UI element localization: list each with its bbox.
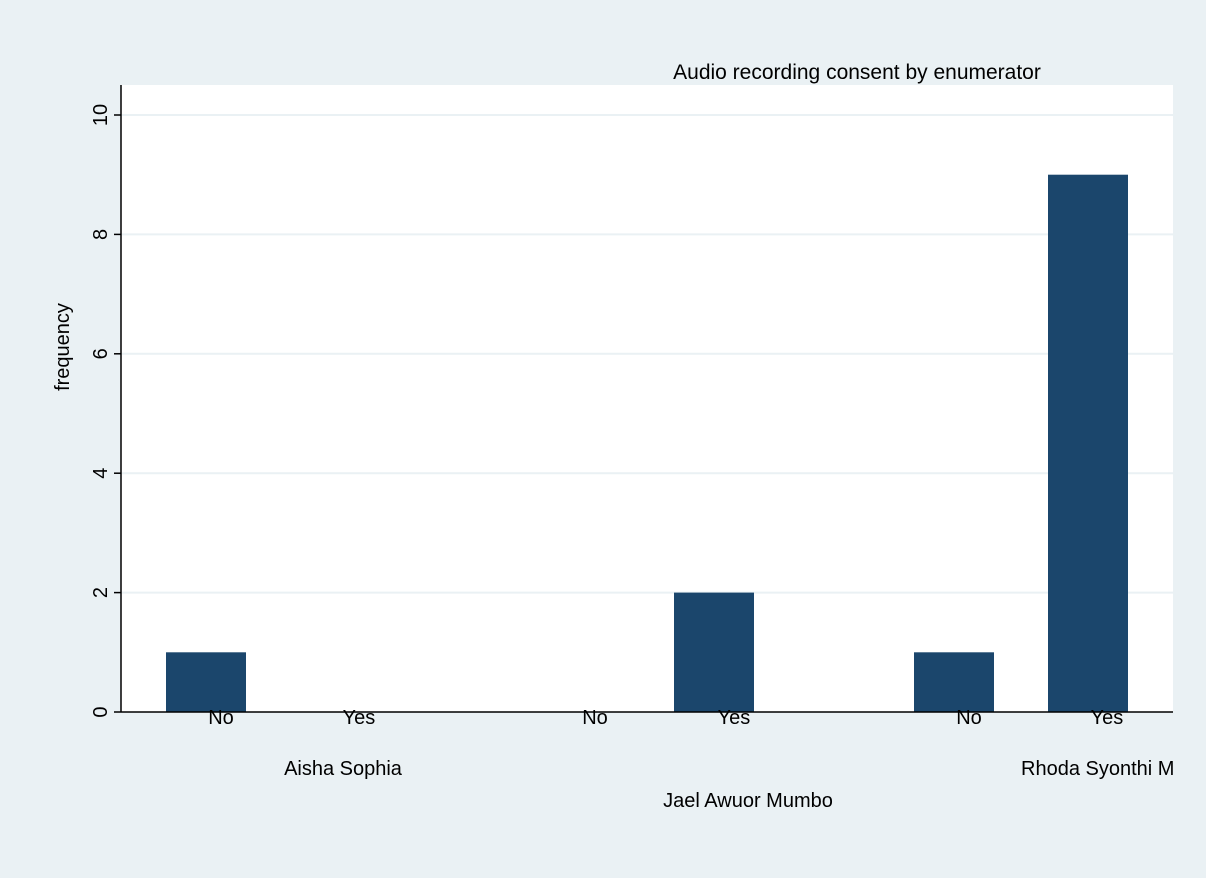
bar: [674, 592, 754, 712]
category-label: Yes: [718, 707, 751, 729]
category-label: No: [208, 707, 234, 729]
group-label: Rhoda Syonthi M: [1021, 758, 1174, 780]
y-axis-label: frequency: [52, 303, 74, 391]
group-label: Aisha Sophia: [284, 758, 403, 780]
y-tick-label: 10: [90, 104, 112, 126]
category-label: No: [956, 707, 982, 729]
bars: [166, 174, 1128, 712]
plot-area: [121, 85, 1173, 712]
y-tick-label: 0: [90, 706, 112, 717]
chart-title: Audio recording consent by enumerator: [673, 61, 1041, 84]
category-label: Yes: [1091, 707, 1124, 729]
y-tick-label: 4: [90, 468, 112, 479]
bar: [914, 652, 994, 712]
bar: [1048, 174, 1128, 712]
y-tick-label: 8: [90, 229, 112, 240]
category-labels: No Yes No Yes No Yes: [208, 707, 1123, 729]
group-labels: Aisha Sophia Jael Awuor Mumbo Rhoda Syonth…: [284, 758, 1174, 812]
category-label: Yes: [343, 707, 376, 729]
y-tick-label: 2: [90, 587, 112, 598]
group-label: Jael Awuor Mumbo: [663, 790, 833, 812]
bar: [166, 652, 246, 712]
y-tick-label: 6: [90, 348, 112, 359]
y-axis-ticks: 0 2 4 6 8 10: [90, 104, 121, 718]
gridlines: [121, 114, 1173, 594]
category-label: No: [582, 707, 608, 729]
